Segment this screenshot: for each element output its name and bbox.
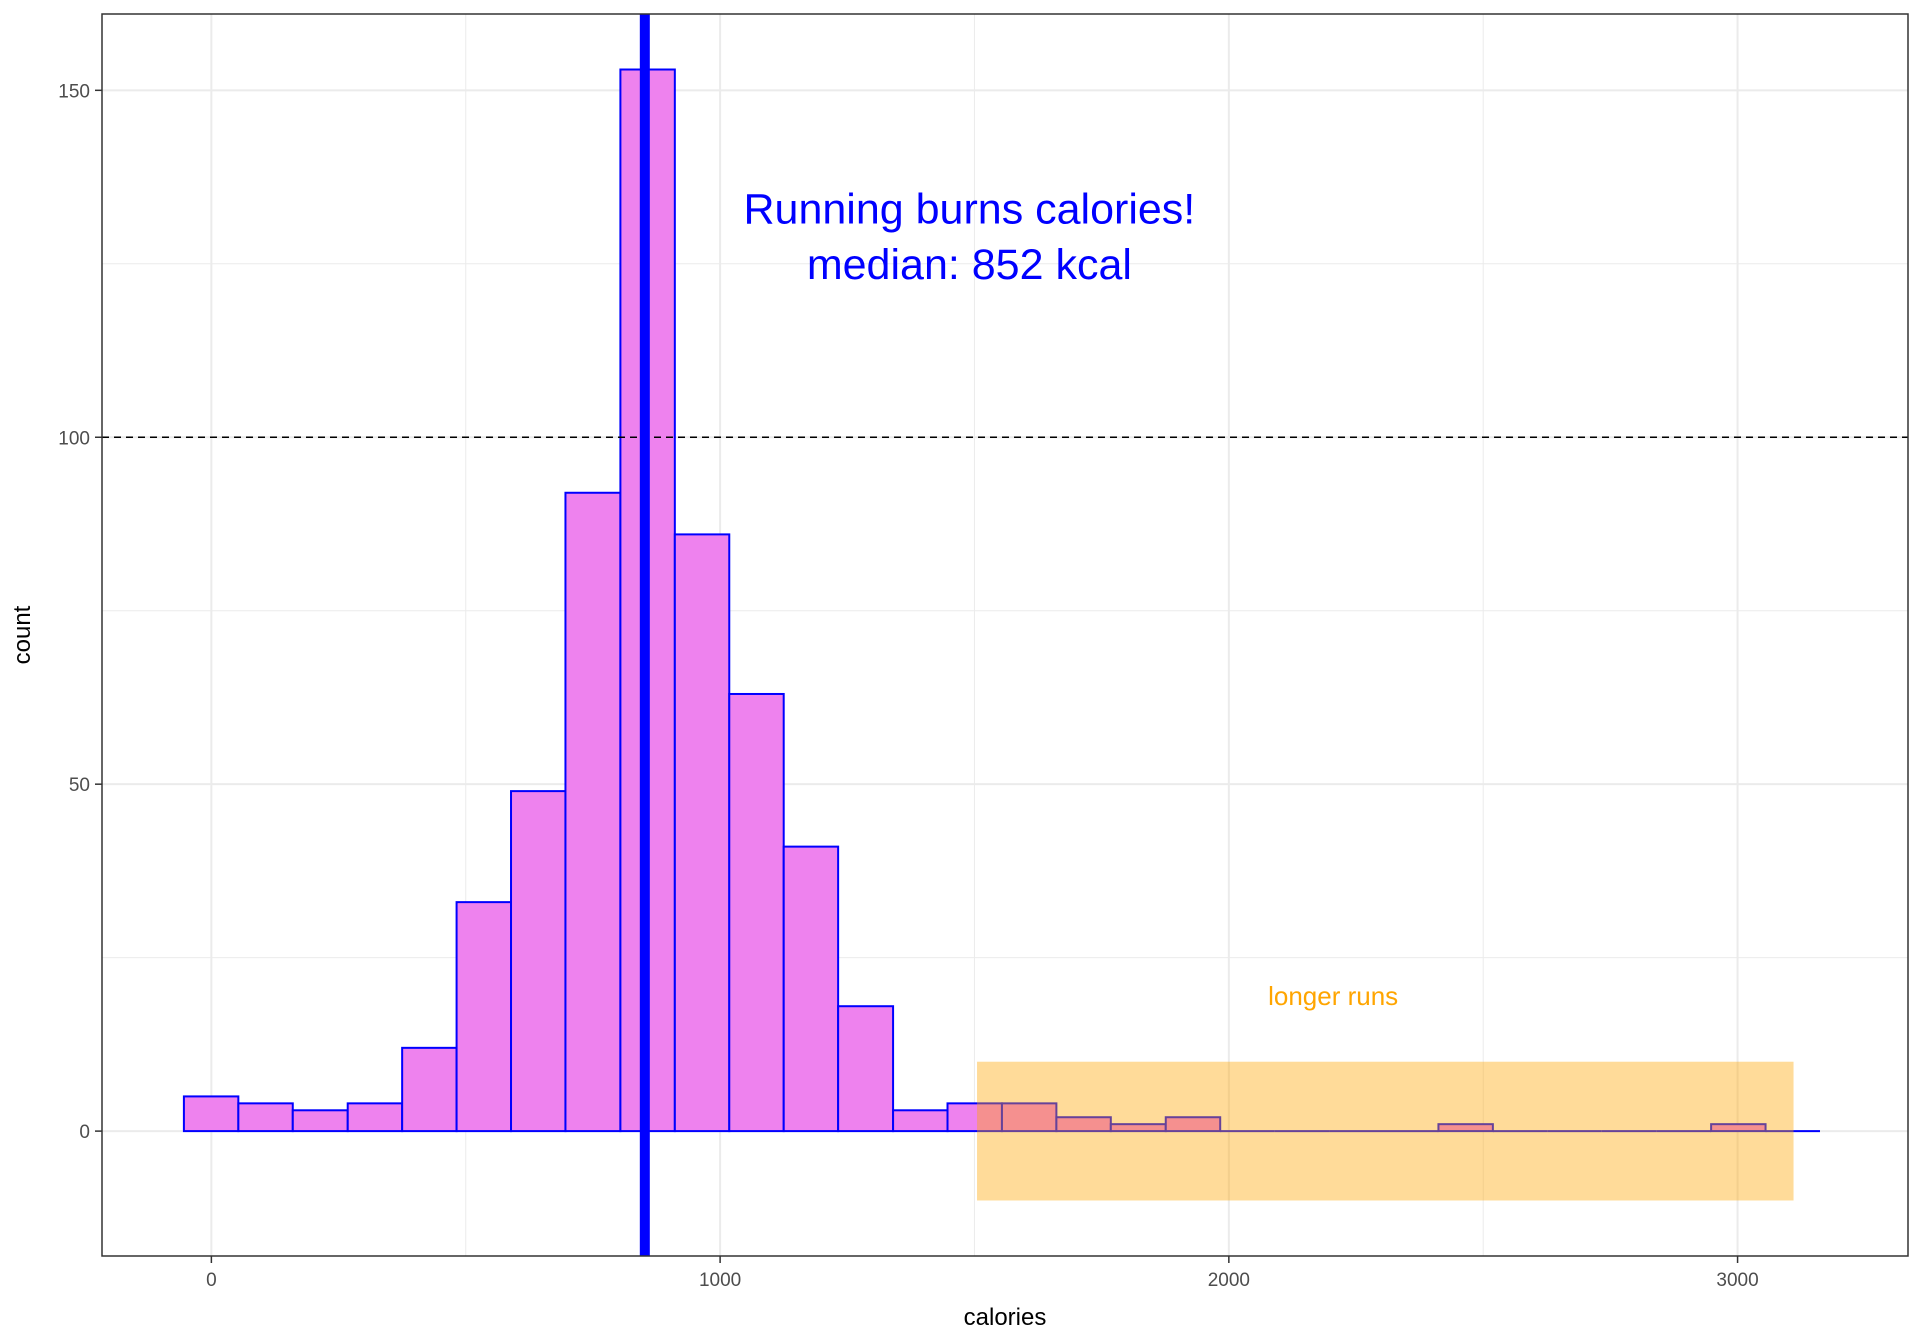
- histogram-bar: [837, 1005, 895, 1133]
- histogram-bar: [564, 491, 622, 1133]
- histogram-bar: [291, 1109, 349, 1133]
- y-tick-label: 50: [69, 775, 90, 796]
- histogram-bar: [946, 1102, 1003, 1133]
- x-tick-label: 1000: [699, 1270, 741, 1291]
- histogram-bar: [1000, 1102, 1058, 1133]
- histogram-bar: [782, 845, 840, 1133]
- histogram-bar: [1164, 1116, 1222, 1133]
- x-axis-title: calories: [964, 1304, 1047, 1331]
- histogram-bar: [182, 1095, 240, 1133]
- highlight-rect: [977, 1061, 1794, 1201]
- histogram-bar: [673, 533, 731, 1133]
- y-tick-label: 0: [79, 1122, 90, 1143]
- histogram-bar: [510, 790, 567, 1133]
- x-tick-label: 3000: [1716, 1270, 1758, 1291]
- y-tick-label: 150: [58, 81, 90, 102]
- x-tick-label: 0: [206, 1270, 217, 1291]
- x-tick-label: 2000: [1208, 1270, 1250, 1291]
- histogram-bar: [237, 1102, 294, 1133]
- panel-border: [101, 13, 1909, 1257]
- histogram-bar: [1437, 1123, 1494, 1133]
- y-axis-title: count: [9, 605, 36, 664]
- axis-titles: calories count: [9, 605, 1046, 1331]
- histogram-bar: [1710, 1123, 1767, 1133]
- panel-frame: [101, 13, 1909, 1257]
- axis-ticks: 0 1000 2000 3000 0 50 100 150: [58, 81, 1758, 1291]
- overlay-layer: [102, 14, 1908, 1256]
- longer-runs-annotation: longer runs: [1268, 981, 1398, 1011]
- histogram-bar: [455, 901, 513, 1133]
- histogram-bar: [892, 1109, 949, 1133]
- histogram-bar: [346, 1102, 404, 1133]
- headline-annotation: Running burns calories!: [744, 185, 1196, 233]
- histogram-bar: [401, 1046, 458, 1133]
- histogram-bar: [728, 692, 785, 1133]
- y-tick-label: 100: [58, 428, 90, 449]
- median-annotation: median: 852 kcal: [807, 241, 1132, 289]
- annotations: Running burns calories! median: 852 kcal…: [744, 185, 1399, 1011]
